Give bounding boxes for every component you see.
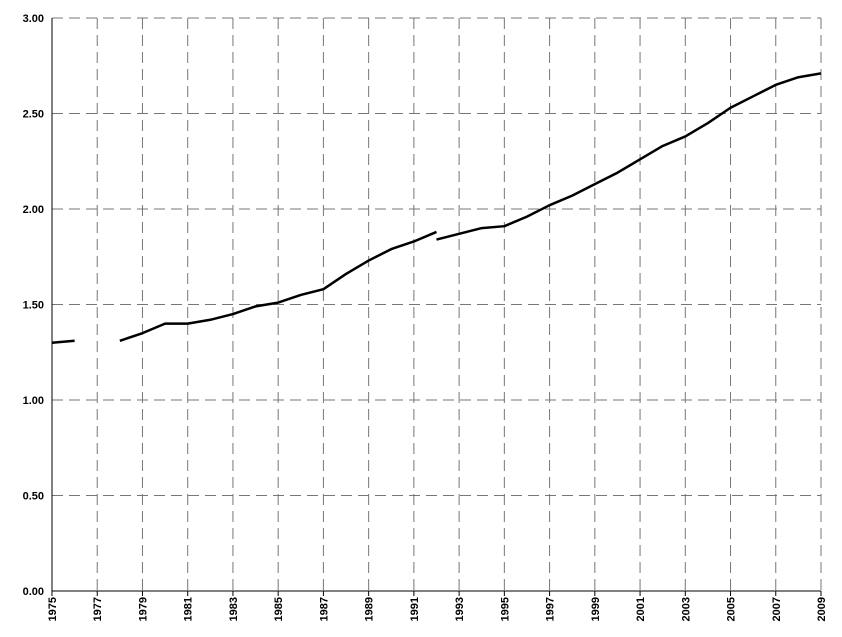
x-tick-label: 1983 (228, 597, 240, 621)
x-tick-label: 2001 (635, 597, 647, 621)
x-tick-label: 1979 (137, 597, 149, 621)
x-tick-label: 1981 (183, 597, 195, 621)
y-tick-label: 2.00 (23, 204, 44, 216)
y-tick-label: 1.50 (23, 300, 44, 312)
x-tick-label: 1999 (590, 597, 602, 621)
x-tick-label: 1975 (47, 597, 59, 621)
x-tick-label: 2007 (771, 597, 783, 621)
x-tick-label: 2009 (816, 597, 828, 621)
x-tick-label: 1993 (454, 597, 466, 621)
x-tick-label: 1997 (545, 597, 557, 621)
x-tick-label: 1995 (499, 597, 511, 621)
data-line (51, 72, 822, 344)
x-tick-label: 1987 (318, 597, 330, 621)
y-tick-label: 0.00 (23, 586, 44, 598)
x-tick-label: 2003 (680, 597, 692, 621)
x-tick-label: 2005 (726, 597, 738, 621)
y-tick-label: 1.00 (23, 395, 44, 407)
x-tick-label: 1977 (92, 597, 104, 621)
x-tick-label: 1989 (364, 597, 376, 621)
x-tick-label: 1985 (273, 597, 285, 621)
y-tick-label: 0.50 (23, 491, 44, 503)
y-tick-label: 3.00 (23, 13, 44, 25)
x-tick-label: 1991 (409, 597, 421, 621)
y-tick-label: 2.50 (23, 109, 44, 121)
